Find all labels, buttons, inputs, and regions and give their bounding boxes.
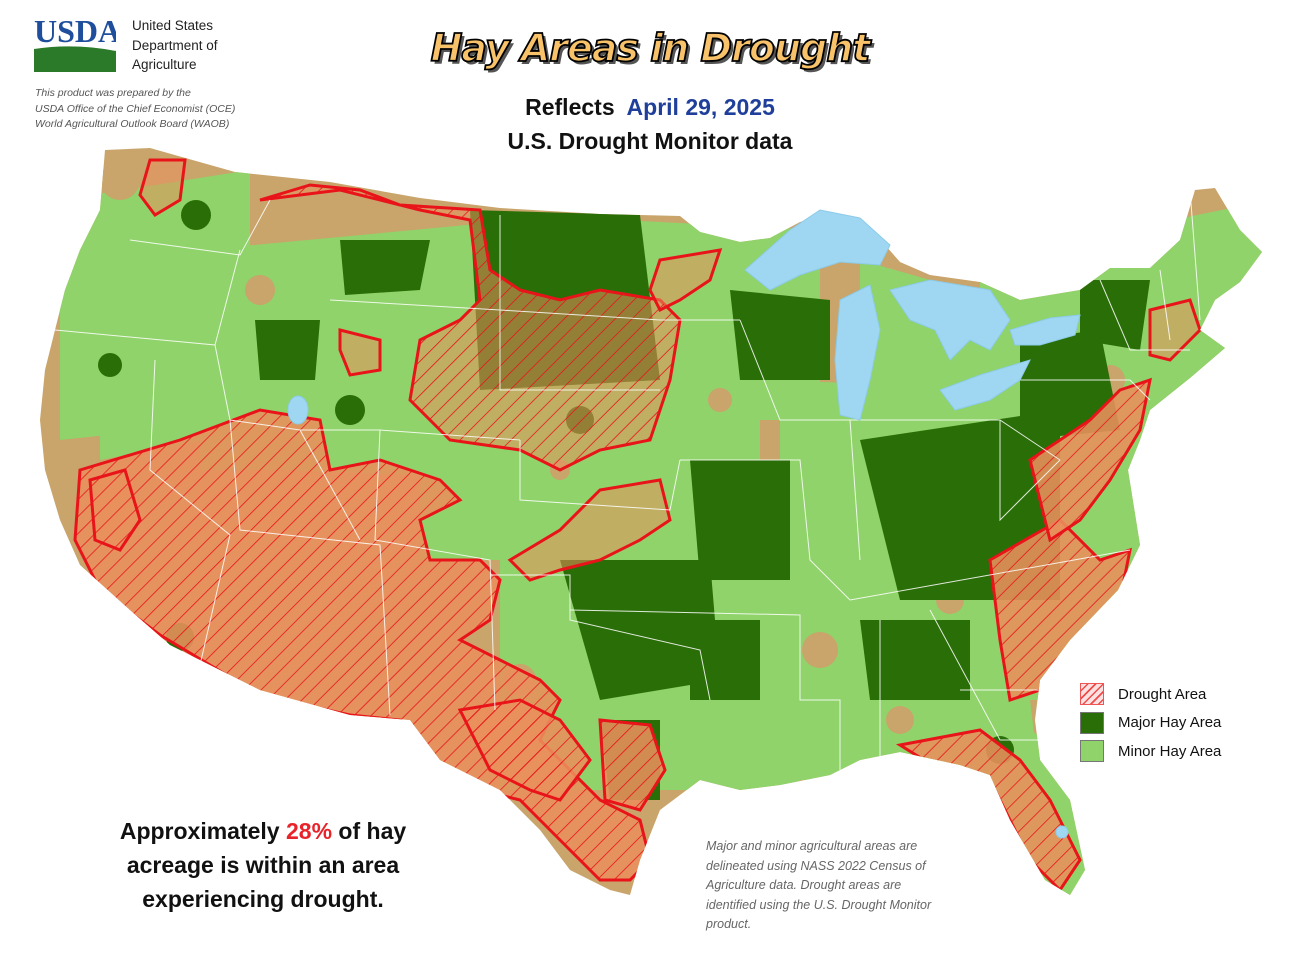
- stat-line: acreage is within an area: [126, 852, 400, 878]
- legend-item-drought: Drought Area: [1080, 680, 1221, 709]
- note-line: Agriculture data. Drought areas are: [706, 878, 902, 892]
- legend-label: Drought Area: [1118, 685, 1207, 703]
- reflects-label: Reflects: [525, 94, 615, 120]
- legend-item-minor-hay: Minor Hay Area: [1080, 737, 1221, 766]
- agency-line: Agriculture: [132, 57, 197, 72]
- note-line: delineated using NASS 2022 Census of: [706, 858, 926, 873]
- data-date: April 29, 2025: [626, 94, 775, 120]
- minor-hay-swatch: [1080, 740, 1104, 763]
- legend-label: Minor Hay Area: [1118, 742, 1222, 760]
- stat-line: experiencing drought.: [142, 886, 384, 912]
- note-line: Major and minor agricultural areas are: [706, 839, 918, 853]
- legend-label: Major Hay Area: [1118, 714, 1222, 732]
- drought-percentage-statement: Approximately 28% of hay acreage is with…: [88, 814, 438, 916]
- stat-suffix: of hay: [338, 818, 407, 844]
- map-title: Hay Areas in Drought: [430, 25, 872, 71]
- credit-line: USDA Office of the Chief Economist (OCE): [35, 102, 236, 115]
- drought-swatch: [1080, 683, 1104, 706]
- note-line: product.: [706, 917, 752, 931]
- agency-line: United States: [132, 18, 214, 33]
- credit-line: This product was prepared by the: [35, 87, 191, 99]
- agency-name: United States Department of Agriculture: [132, 16, 218, 75]
- note-line: identified using the U.S. Drought Monito…: [706, 897, 932, 912]
- credit-text: This product was prepared by the USDA Of…: [35, 86, 235, 133]
- legend-item-major-hay: Major Hay Area: [1080, 709, 1221, 738]
- usda-logo: USDA: [33, 13, 121, 77]
- stat-prefix: Approximately: [119, 818, 280, 844]
- credit-line: World Agricultural Outlook Board (WAOB): [35, 118, 230, 130]
- drought-percent: 28%: [285, 818, 333, 844]
- data-source: U.S. Drought Monitor data: [507, 128, 793, 154]
- methodology-note: Major and minor agricultural areas are d…: [706, 837, 996, 935]
- usda-logo-text: USDA: [34, 14, 116, 49]
- map-legend: Drought Area Major Hay Area Minor Hay Ar…: [1080, 680, 1221, 766]
- map-subtitle: Reflects April 29, 2025 U.S. Drought Mon…: [400, 90, 900, 158]
- agency-line: Department of: [132, 37, 218, 53]
- major-hay-swatch: [1080, 711, 1104, 734]
